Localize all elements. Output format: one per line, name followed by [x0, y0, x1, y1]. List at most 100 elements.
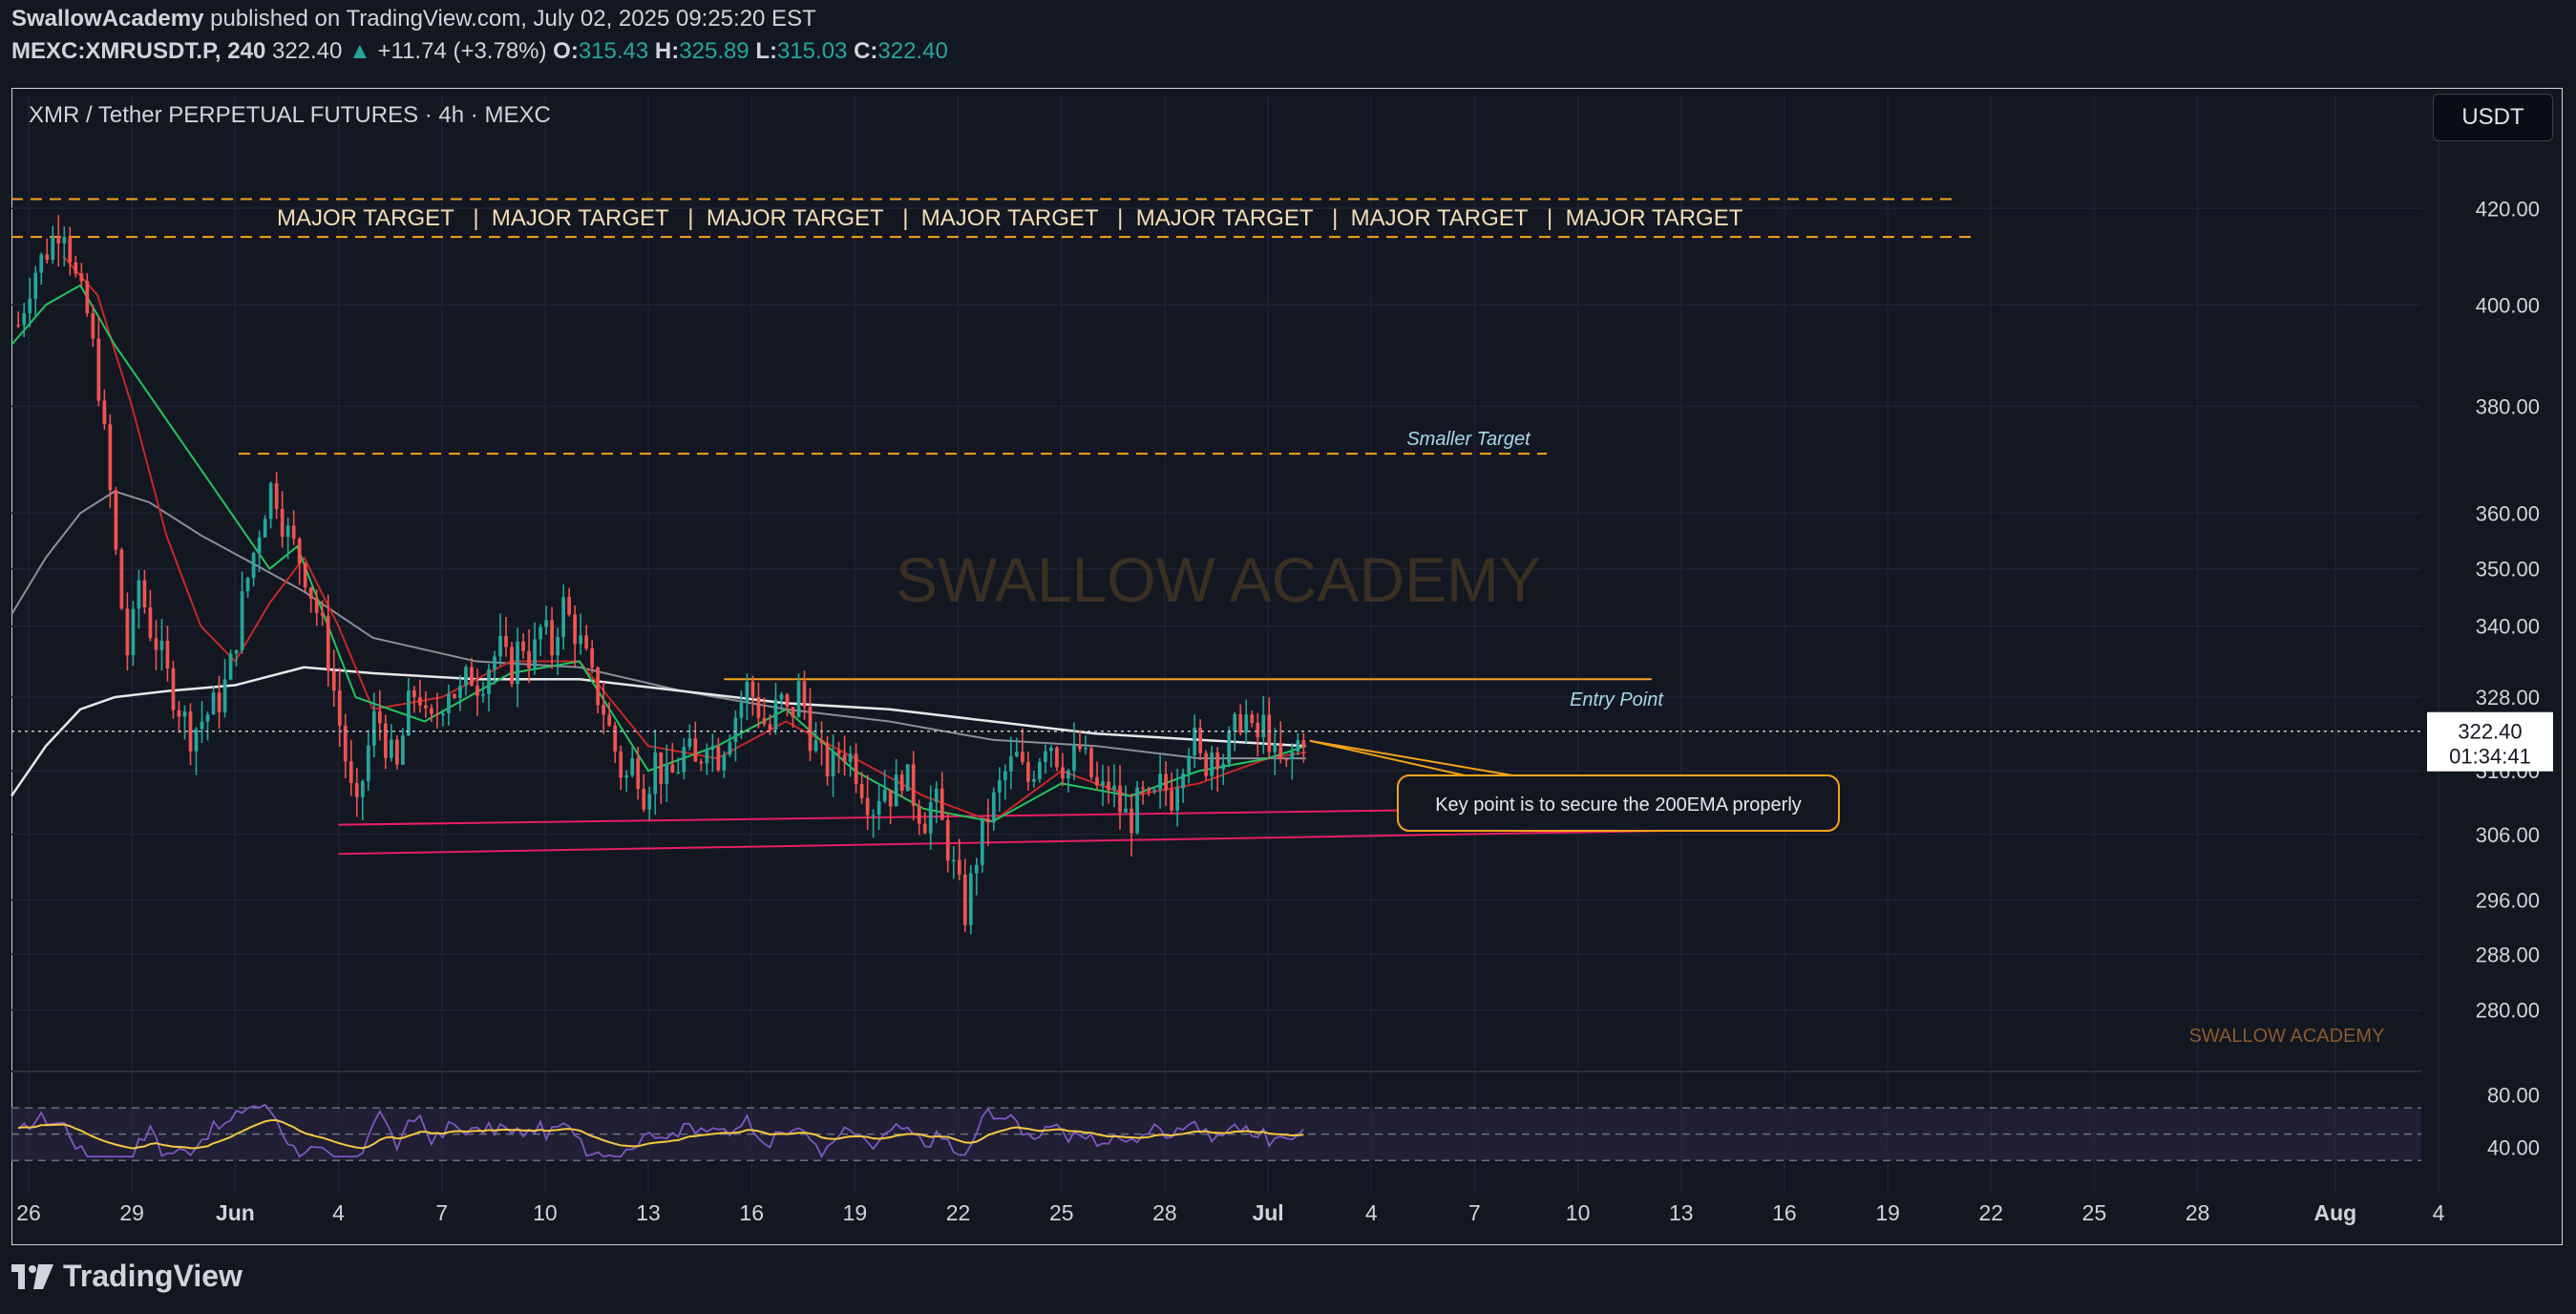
candle-body: [733, 717, 738, 743]
symbol-line: MEXC:XMRUSDT.P, 240 322.40 ▲ +11.74 (+3.…: [11, 38, 948, 65]
candle-body: [550, 620, 554, 656]
candle-body: [424, 705, 428, 709]
candle-body: [268, 483, 273, 519]
last-price: 322.40: [271, 38, 343, 64]
candle-body: [653, 752, 658, 795]
price-axis[interactable]: 420.00 400.00 380.00 360.00 350.00 340.00 328.…: [2476, 197, 2540, 1159]
candle-body: [119, 549, 124, 609]
candle-body: [1026, 762, 1030, 782]
time-tick-label: 4: [1365, 1200, 1378, 1225]
candle-body: [389, 739, 393, 758]
time-axis[interactable]: 26 29 Jun 4 7 10 13 16 19 22 25 28 Jul 4 7 10 13 16 19 22 25…: [16, 1200, 2444, 1225]
candle-body: [337, 690, 342, 726]
candle-body: [200, 721, 204, 730]
support-line-lower: [338, 828, 1750, 856]
chart-title: XMR / Tether PERPETUAL FUTURES · 4h · ME…: [29, 102, 551, 128]
candle-body: [475, 686, 479, 696]
currency-button[interactable]: USDT: [2433, 94, 2553, 141]
candle-body: [882, 790, 887, 801]
candle-body: [573, 614, 577, 645]
candle-body: [406, 689, 411, 736]
candle-body: [538, 626, 542, 640]
candle-body: [894, 774, 898, 807]
low-value: 315.03: [776, 38, 848, 64]
candle-body: [544, 620, 548, 627]
candle-body: [584, 635, 589, 649]
time-tick-label: 7: [1468, 1200, 1481, 1225]
candle-body: [1095, 776, 1099, 786]
candle-body: [114, 490, 118, 550]
candle-body: [447, 693, 451, 714]
candle-body: [412, 689, 416, 698]
candle-body: [102, 400, 107, 425]
published-text: published on TradingView.com, July 02, 2…: [203, 6, 816, 32]
last-price-tag-bg: [2427, 711, 2553, 772]
candle-body: [647, 794, 652, 810]
candle-body: [1003, 771, 1007, 781]
author-name[interactable]: SwallowAcademy: [11, 6, 204, 32]
tradingview-logo[interactable]: TradingView: [11, 1259, 243, 1294]
candle-body: [750, 681, 755, 697]
candle-body: [670, 764, 675, 773]
candle-body: [1170, 790, 1173, 811]
time-tick-label: 7: [435, 1200, 448, 1225]
candle-body: [487, 669, 491, 694]
candle-body: [785, 694, 790, 708]
price-tick-label: 280.00: [2476, 999, 2540, 1023]
time-tick-label: Jun: [216, 1200, 255, 1225]
candle-body: [458, 686, 462, 698]
ema-red-line: [62, 255, 1306, 823]
price-tick-label: 296.00: [2476, 889, 2540, 913]
candle-body: [435, 713, 439, 715]
candle-body: [125, 608, 130, 656]
candle-body: [1273, 743, 1277, 752]
candle-body: [1072, 745, 1076, 771]
candle-body: [630, 757, 635, 775]
candle-body: [498, 635, 502, 657]
candle-body: [1141, 787, 1145, 790]
rsi-tick-label: 80.00: [2487, 1083, 2540, 1107]
candle-body: [1112, 785, 1116, 791]
candle-body: [142, 580, 147, 608]
candle-body: [922, 823, 927, 834]
candle-body: [951, 859, 956, 862]
candle-body: [1181, 773, 1186, 789]
price-tick-label: 420.00: [2476, 197, 2540, 221]
candle-body: [22, 313, 27, 326]
time-tick-label: Jul: [1252, 1200, 1283, 1225]
candle-body: [217, 692, 222, 712]
candle-body: [791, 707, 795, 717]
candle-body: [1008, 756, 1013, 772]
time-tick-label: 10: [1566, 1200, 1591, 1225]
candle-body: [1261, 714, 1266, 738]
candle-body: [297, 539, 302, 564]
candle-body: [28, 298, 32, 314]
candle-body: [1187, 755, 1192, 774]
change-arrow-icon: ▲: [348, 38, 371, 64]
candle-body: [1066, 770, 1070, 779]
time-tick-label: 26: [16, 1200, 41, 1225]
rsi-ma-line: [18, 1119, 1304, 1150]
candle-body: [928, 802, 933, 834]
change-value: +11.74 (+3.78%): [377, 38, 547, 64]
close-label: C:: [854, 38, 878, 64]
candle-body: [280, 508, 285, 538]
candle-body: [68, 237, 73, 263]
time-tick-label: 19: [843, 1200, 868, 1225]
time-tick-label: 29: [119, 1200, 144, 1225]
candle-body: [1107, 781, 1110, 791]
candle-body: [590, 648, 595, 668]
candle-body: [430, 708, 433, 714]
candle-body: [154, 638, 158, 650]
candle-body: [579, 635, 583, 645]
candle-body: [366, 745, 370, 782]
candle-body: [74, 262, 78, 274]
candle-body: [1152, 789, 1156, 792]
callout-box: [1397, 774, 1840, 832]
candle-body: [596, 667, 601, 706]
candle-body: [182, 711, 187, 717]
candle-body: [314, 598, 319, 613]
time-tick-label: 16: [739, 1200, 764, 1225]
candle-body: [400, 735, 405, 765]
